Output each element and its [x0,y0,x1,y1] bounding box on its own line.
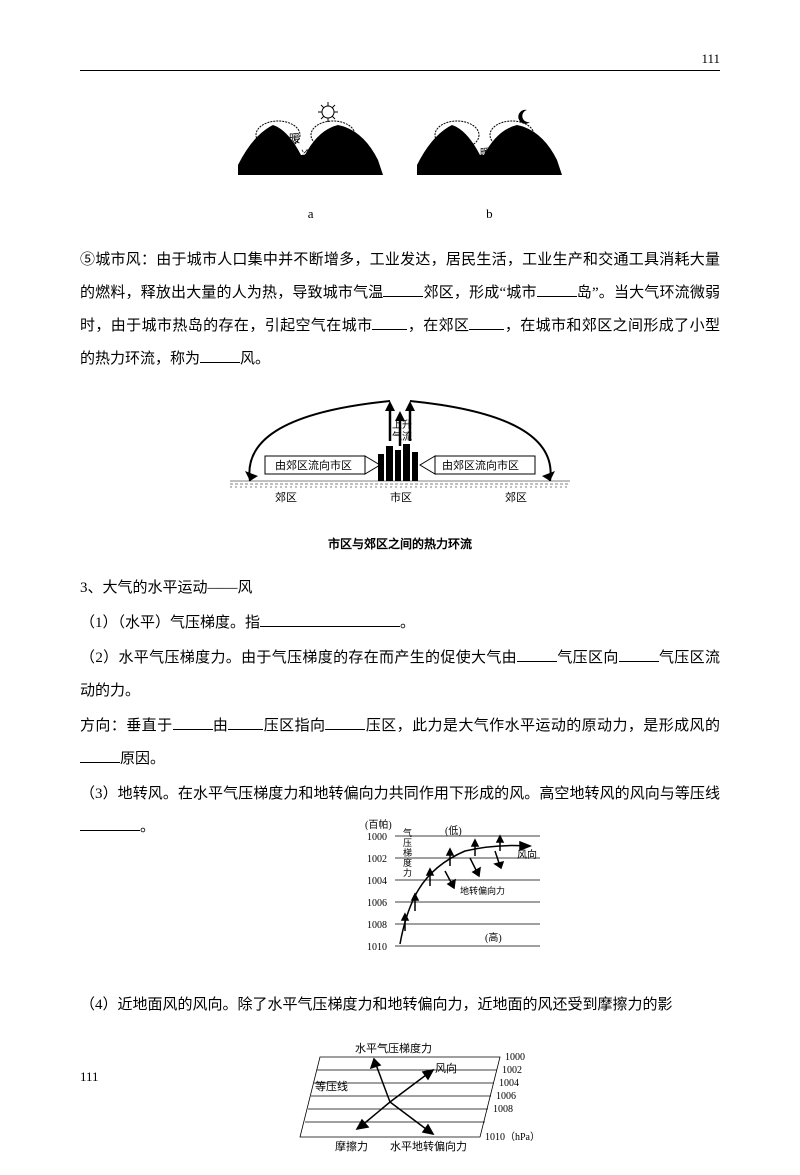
svg-text:地转偏向力: 地转偏向力 [460,885,505,896]
svg-text:1004: 1004 [499,1078,519,1089]
svg-text:1002: 1002 [502,1065,522,1076]
svg-text:1010: 1010 [367,942,387,953]
svg-text:1006: 1006 [367,898,387,909]
blank [200,348,240,363]
svg-text:1000: 1000 [367,832,387,843]
svg-text:1006: 1006 [496,1091,516,1102]
svg-text:压: 压 [403,838,412,848]
text: 。 [400,615,415,631]
blank [517,647,557,662]
section-3-title: 3、大气的水平运动——风 [80,572,720,605]
item-3-2: （2）水平气压梯度力。由于气压梯度的存在而产生的促使大气由气压区向气压区流动的力… [80,642,720,708]
surface-wind-figure: 1000 1002 1004 1006 1008 1010（hPa） [80,1032,720,1175]
text: 压区，此力是大气作水平运动的原动力，是形成风的 [365,718,720,734]
svg-text:暖: 暖 [268,130,279,143]
svg-text:冷: 冷 [301,148,311,161]
figure-b: 冷 暖 冷 冷 b [412,100,567,229]
mountain-figure-row: 暖 暖 冷 暖 a 冷 暖 冷 冷 b [80,100,720,229]
blank [325,715,365,730]
svg-text:由郊区流向市区: 由郊区流向市区 [442,458,519,472]
text: 压区指向 [263,718,325,734]
figure-b-label: b [412,200,567,229]
blank [260,612,400,627]
svg-text:梯: 梯 [403,847,412,858]
surface-wind-chart: 1000 1002 1004 1006 1008 1010（hPa） [280,1032,560,1162]
city-circulation-icon: 上升 气流 由郊区流向市区 由郊区流向市区 [220,386,580,516]
svg-text:(高): (高) [485,931,502,944]
svg-text:上升: 上升 [392,419,412,431]
mountain-day-icon: 暖 暖 冷 暖 [233,100,388,185]
text: 气压区向 [557,650,619,666]
text: 原因。 [120,751,165,767]
svg-text:1008: 1008 [367,920,387,931]
blank [537,282,577,297]
blank [228,715,263,730]
city-figure-caption: 市区与郊区之间的热力环流 [80,531,720,557]
item-3-4: （4）近地面风的风向。除了水平气压梯度力和地转偏向力，近地面的风还受到摩擦力的影 [80,989,720,1022]
main-content: 暖 暖 冷 暖 a 冷 暖 冷 冷 b [80,100,720,1175]
svg-text:摩擦力: 摩擦力 [335,1139,368,1153]
blank [173,715,213,730]
svg-text:1000: 1000 [505,1052,525,1063]
svg-text:度: 度 [403,857,412,868]
svg-text:气: 气 [403,827,412,838]
item-3-2-direction: 方向：垂直于 由 压区指向 压区，此力是大气作水平运动的原动力，是形成风的原因。 [80,710,720,776]
svg-text:风向: 风向 [435,1061,457,1075]
svg-text:1010（hPa）: 1010（hPa） [485,1131,540,1143]
svg-text:冷: 冷 [522,132,533,145]
svg-text:气流: 气流 [392,430,412,443]
item-3-1: （1）（水平）气压梯度。指 。 [80,607,720,640]
svg-text:市区: 市区 [390,490,412,504]
text: 风。 [240,351,270,367]
svg-text:1002: 1002 [367,854,387,865]
blank [80,748,120,763]
blank [469,315,504,330]
svg-text:郊区: 郊区 [275,491,297,504]
svg-text:暖: 暖 [289,132,300,145]
text: 郊区，形成“城市 [423,285,536,301]
text: 方向：垂直于 [80,718,173,734]
svg-text:(低): (低) [445,824,462,837]
blank [619,647,659,662]
city-heat-island-figure: 上升 气流 由郊区流向市区 由郊区流向市区 [80,386,720,557]
svg-text:水平气压梯度力: 水平气压梯度力 [355,1041,432,1055]
text: （1）（水平）气压梯度。指 [80,615,260,631]
mountain-night-icon: 冷 暖 冷 冷 [412,100,567,185]
svg-text:冷: 冷 [450,130,461,143]
blank [80,816,140,831]
svg-text:等压线: 等压线 [315,1079,348,1093]
svg-text:(百帕): (百帕) [365,818,392,831]
blank [383,282,423,297]
svg-text:暖: 暖 [325,132,336,145]
text: （2）水平气压梯度力。由于气压梯度的存在而产生的促使大气由 [80,650,517,666]
svg-text:1008: 1008 [493,1104,513,1115]
text: （3）地转风。在水平气压梯度力和地转偏向力共同作用下形成的风。高空地转风的风向与… [80,786,720,802]
svg-text:由郊区流向市区: 由郊区流向市区 [275,458,352,472]
header-rule [80,70,720,71]
svg-text:力: 力 [403,867,412,878]
text: ，在郊区 [407,318,469,334]
svg-text:水平地转偏向力: 水平地转偏向力 [390,1139,467,1153]
svg-text:冷: 冷 [504,130,515,143]
paragraph-city-wind: ⑤城市风：由于城市人口集中并不断增多，工业发达，居民生活，工业生产和交通工具消耗… [80,244,720,376]
svg-text:风向: 风向 [517,848,537,861]
text: 。 [140,819,155,835]
blank [372,315,407,330]
geostrophic-wind-chart: (百帕) 1000 1002 1004 1006 1008 1010 气 压 梯… [345,816,555,966]
svg-text:郊区: 郊区 [505,491,527,504]
figure-a: 暖 暖 冷 暖 a [233,100,388,229]
figure-a-label: a [233,200,388,229]
svg-text:暖: 暖 [480,146,490,159]
text: 由 [213,718,229,734]
page-number-bottom: 111 [80,1063,99,1092]
svg-text:1004: 1004 [367,876,387,887]
